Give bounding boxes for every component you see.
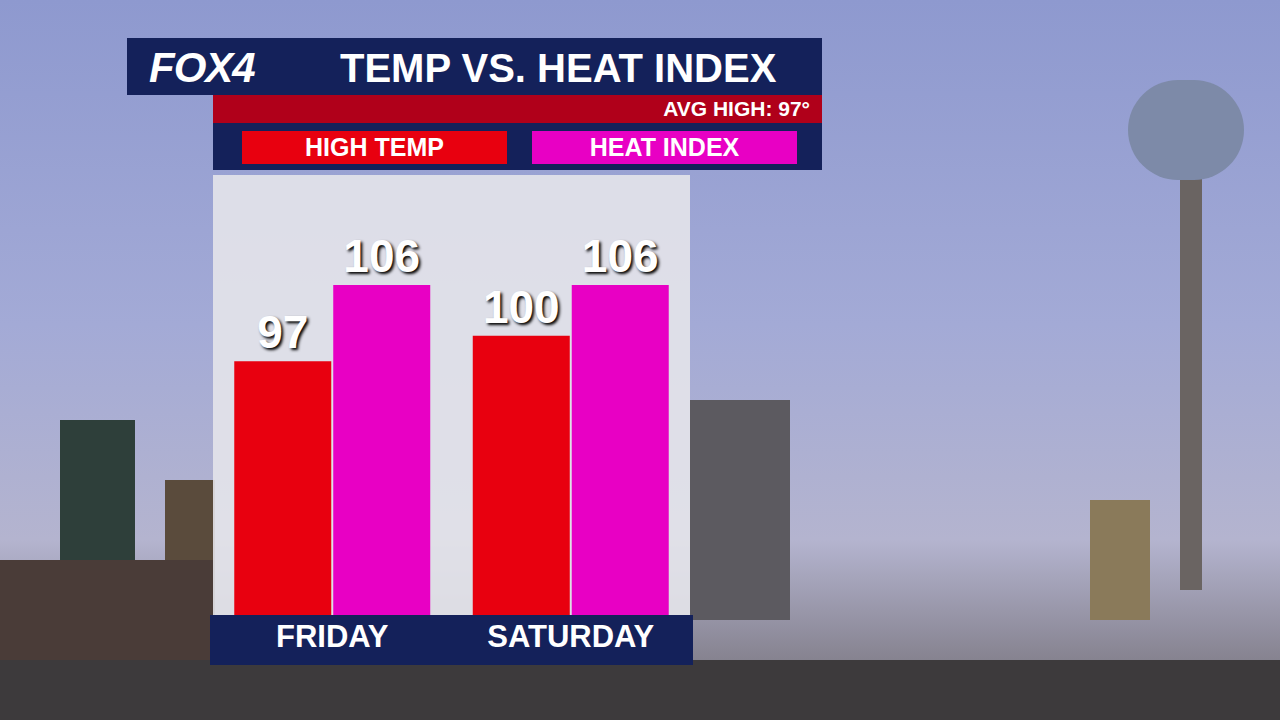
html-text:HEAT INDEX: HEAT INDEX — [589, 133, 740, 161]
svg-text:106: 106 — [343, 230, 420, 282]
svg-text:SATURDAY: SATURDAY — [487, 619, 654, 654]
svg-text:106: 106 — [582, 230, 659, 282]
html-text:HIGH TEMP: HIGH TEMP — [305, 133, 444, 161]
svg-text:97: 97 — [257, 306, 308, 358]
html-text:AVG HIGH: 97°: AVG HIGH: 97° — [663, 97, 810, 120]
html-text:FOX4: FOX4 — [149, 44, 255, 91]
html-text:TEMP VS. HEAT INDEX: TEMP VS. HEAT INDEX — [340, 46, 777, 90]
svg-text:FRIDAY: FRIDAY — [276, 619, 389, 654]
svg-text:100: 100 — [483, 281, 560, 333]
